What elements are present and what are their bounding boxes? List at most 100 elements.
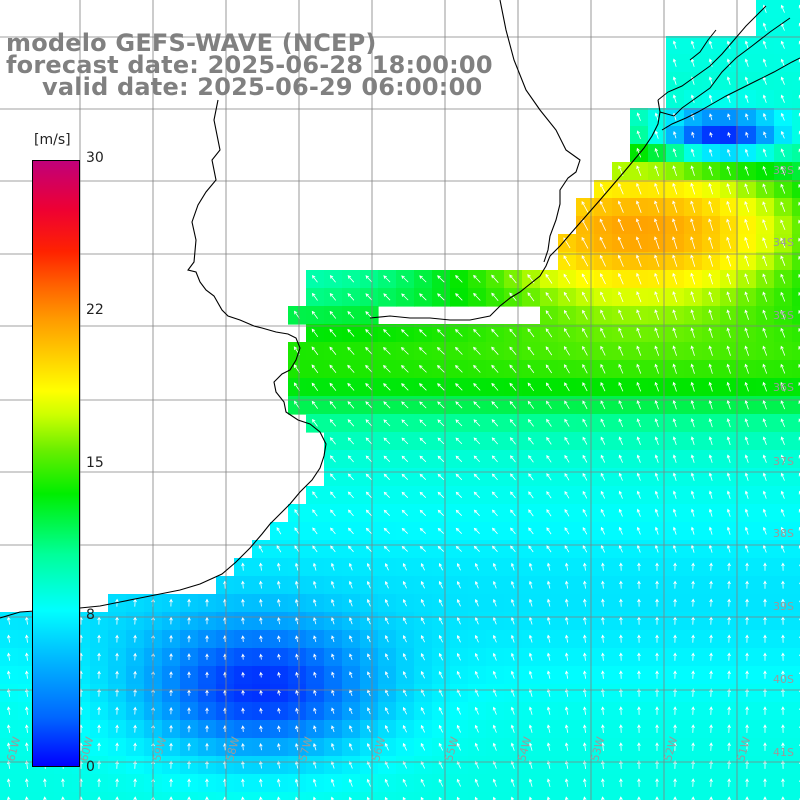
wind-arrow: [401, 509, 408, 516]
wind-cell: [792, 756, 800, 775]
wind-arrow: [329, 419, 337, 427]
wind-arrow: [169, 706, 173, 715]
wind-arrow: [25, 796, 29, 800]
wind-arrow: [420, 598, 425, 607]
wind-arrow: [438, 706, 443, 715]
wind-arrow: [780, 183, 786, 194]
wind-arrow: [527, 292, 535, 302]
wind-arrow: [438, 778, 444, 787]
wind-arrow: [509, 437, 516, 445]
wind-arrow: [691, 778, 695, 787]
wind-arrow: [672, 94, 677, 103]
wind-arrow: [259, 616, 263, 625]
wind-arrow: [383, 473, 390, 481]
wind-arrow: [402, 724, 407, 733]
wind-arrow: [97, 796, 101, 800]
wind-arrow: [437, 293, 445, 301]
wind-arrow: [528, 545, 534, 553]
wind-arrow: [600, 382, 606, 392]
wind-arrow: [601, 760, 605, 769]
wind-arrow: [473, 364, 481, 373]
longitude-label: 51W: [734, 735, 753, 763]
wind-arrow: [780, 418, 785, 428]
wind-arrow: [187, 671, 191, 678]
wind-arrow: [546, 491, 552, 499]
wind-arrow: [708, 454, 713, 463]
wind-arrow: [637, 634, 641, 643]
wind-arrow: [564, 545, 570, 553]
wind-arrow: [547, 598, 551, 607]
wind-arrow: [581, 273, 589, 285]
wind-arrow: [367, 707, 371, 715]
wind-arrow: [295, 616, 299, 625]
wind-arrow: [636, 147, 642, 158]
wind-arrow: [97, 724, 101, 733]
wind-arrow: [347, 473, 354, 481]
wind-arrow: [564, 436, 570, 445]
wind-arrow: [419, 437, 427, 445]
colorbar-unit: [m/s]: [34, 132, 71, 148]
wind-arrow: [347, 382, 355, 391]
wind-arrow: [690, 165, 695, 176]
wind-arrow: [509, 491, 516, 499]
wind-cell: [288, 792, 307, 800]
wind-arrow: [565, 688, 569, 697]
wind-arrow: [564, 364, 570, 374]
wind-arrow: [637, 706, 641, 715]
wind-arrow: [25, 724, 29, 733]
wind-arrow: [438, 760, 444, 769]
wind-arrow: [601, 778, 605, 787]
wind-arrow: [618, 526, 623, 535]
wind-arrow: [744, 418, 749, 428]
wind-arrow: [527, 328, 535, 338]
wind-arrow: [780, 76, 785, 85]
wind-arrow: [565, 670, 569, 679]
wind-arrow: [691, 598, 695, 607]
wind-arrow: [456, 724, 461, 733]
wind-arrow: [545, 364, 553, 374]
wind-arrow: [727, 113, 731, 121]
wind-arrow: [727, 131, 731, 138]
wind-arrow: [654, 436, 659, 446]
wind-arrow: [329, 437, 336, 445]
wind-arrow: [348, 760, 353, 769]
wind-arrow: [745, 113, 749, 121]
wind-arrow: [311, 364, 319, 374]
wind-arrow: [330, 491, 336, 499]
wind-arrow: [636, 490, 641, 499]
colorbar-tick: 15: [86, 455, 104, 471]
latitude-label: 39S: [773, 600, 794, 613]
wind-arrow: [690, 363, 695, 374]
wind-arrow: [672, 418, 677, 428]
wind-arrow: [672, 291, 678, 303]
wind-arrow: [312, 418, 318, 427]
wind-arrow: [169, 671, 173, 679]
wind-arrow: [455, 365, 463, 373]
wind-arrow: [636, 291, 642, 303]
wind-arrow: [546, 418, 552, 427]
wind-arrow: [402, 580, 407, 589]
wind-arrow: [780, 130, 785, 139]
wind-arrow: [491, 527, 498, 535]
wind-arrow: [527, 364, 535, 374]
wind-arrow: [419, 419, 427, 427]
wind-arrow: [672, 272, 678, 285]
wind-arrow: [311, 382, 319, 391]
wind-arrow: [673, 652, 677, 661]
wind-arrow: [348, 796, 353, 800]
wind-arrow: [527, 418, 534, 427]
wind-arrow: [690, 327, 695, 338]
wind-arrow: [169, 778, 173, 787]
wind-arrow: [581, 255, 589, 267]
wind-arrow: [690, 236, 696, 250]
wind-arrow: [726, 148, 731, 157]
wind-arrow: [690, 508, 695, 517]
wind-arrow: [709, 688, 713, 697]
wind-arrow: [600, 291, 606, 302]
wind-cell: [522, 792, 541, 800]
wind-arrow: [115, 796, 119, 800]
wind-cell: [36, 792, 55, 800]
wind-arrow: [420, 653, 425, 661]
wind-arrow: [745, 562, 749, 571]
wind-arrow: [456, 778, 461, 787]
